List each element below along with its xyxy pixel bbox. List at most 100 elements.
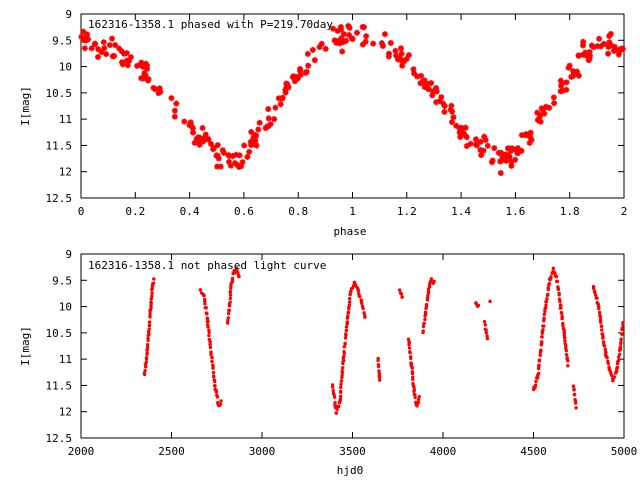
- unphased-data-point: [341, 358, 346, 363]
- phased-data-point: [588, 42, 595, 49]
- phased-data-point: [156, 85, 163, 92]
- unphased-data-point: [413, 395, 417, 400]
- unphased-data-point: [207, 333, 211, 338]
- phased-data-point: [398, 50, 405, 57]
- phased-data-point: [418, 72, 425, 79]
- phased-data-point: [449, 119, 456, 126]
- unphased-data-point: [423, 317, 427, 322]
- unphased-data-point: [546, 292, 550, 297]
- unphased-data-point: [483, 323, 488, 327]
- unphased-data-point: [348, 292, 352, 296]
- phased-data-point: [615, 51, 622, 58]
- phased-data-point: [498, 149, 505, 156]
- phased-data-point: [461, 131, 468, 138]
- unphased-data-point: [142, 371, 147, 376]
- unphased-data-point: [542, 324, 546, 328]
- unphased-data-point: [562, 330, 566, 334]
- unphased-data-point: [361, 306, 365, 311]
- phased-data-point: [429, 92, 436, 99]
- unphased-data-point: [619, 337, 623, 341]
- unphased-data-point: [143, 368, 147, 373]
- unphased-data-point: [211, 366, 215, 370]
- phased-data-point: [81, 45, 88, 52]
- unphased-data-point: [339, 382, 343, 386]
- unphased-title: 162316-1358.1 not phased light curve: [88, 259, 326, 272]
- phased-x-tick-label: 2: [621, 205, 628, 218]
- phased-data-point: [428, 80, 435, 87]
- unphased-data-point: [572, 388, 576, 392]
- phased-title: 162316-1358.1 phased with P=219.70day: [88, 18, 333, 31]
- phased-data-point: [217, 163, 224, 170]
- phased-data-point: [596, 35, 603, 42]
- unphased-data-point: [606, 361, 610, 366]
- phased-data-point: [478, 152, 485, 159]
- unphased-data-point: [596, 304, 601, 308]
- unphased-data-point: [559, 306, 563, 310]
- phased-x-tick-label: 0.2: [125, 205, 145, 218]
- phased-data-point: [168, 95, 175, 102]
- phased-data-point: [200, 135, 207, 142]
- unphased-data-point: [409, 356, 413, 361]
- phased-x-tick-label: 0.6: [234, 205, 254, 218]
- phased-data-point: [171, 107, 178, 114]
- phased-data-point: [405, 52, 412, 59]
- unphased-data-point: [339, 379, 344, 383]
- unphased-data-point: [144, 360, 149, 364]
- phased-data-point: [585, 57, 592, 64]
- unphased-data-point: [537, 358, 542, 362]
- phased-data-point: [142, 60, 149, 67]
- phased-data-point: [256, 119, 263, 126]
- phased-data-point: [112, 42, 119, 49]
- phased-data-point: [283, 84, 290, 91]
- unphased-data-point: [145, 351, 149, 355]
- unphased-data-point: [147, 323, 152, 327]
- unphased-data-point: [148, 315, 152, 319]
- unphased-data-point: [213, 379, 217, 384]
- phased-data-point: [294, 74, 301, 81]
- unphased-data-point: [421, 329, 425, 333]
- unphased-data-point: [205, 312, 209, 316]
- phased-data-point: [195, 137, 202, 144]
- phased-data-point: [558, 82, 565, 89]
- phased-data-point: [423, 80, 430, 87]
- phased-data-point: [482, 137, 489, 144]
- phased-data-point: [265, 115, 272, 122]
- phased-data-point: [503, 151, 510, 158]
- unphased-data-point: [228, 293, 233, 297]
- unphased-data-point: [208, 342, 212, 347]
- phased-data-point: [305, 62, 312, 69]
- phased-data-point: [503, 157, 510, 164]
- phased-data-point: [526, 139, 533, 146]
- unphased-x-tick-label: 4500: [520, 445, 547, 458]
- phased-data-point: [508, 162, 515, 169]
- unphased-data-point: [225, 321, 230, 325]
- unphased-data-point: [559, 303, 563, 307]
- unphased-x-ticks: 2000 2500 3000 3500 4000 4500 5000: [68, 254, 638, 458]
- unphased-data-point: [214, 390, 219, 394]
- phased-data-point: [343, 37, 350, 44]
- unphased-data-point: [619, 340, 623, 344]
- unphased-data-point: [533, 383, 538, 388]
- phased-data-point: [199, 124, 206, 131]
- unphased-data-point: [226, 316, 231, 320]
- unphased-data-point: [421, 324, 426, 329]
- phased-data-point: [537, 118, 544, 125]
- phased-data-point: [220, 149, 227, 156]
- unphased-data-point: [345, 320, 350, 324]
- unphased-data-point: [211, 370, 216, 375]
- phased-data-point: [608, 42, 615, 49]
- phased-data-point: [543, 103, 550, 110]
- phased-data-point: [353, 29, 360, 36]
- phased-data-point: [231, 160, 238, 167]
- unphased-data-point: [226, 311, 231, 316]
- phased-data-point: [447, 106, 454, 113]
- unphased-data-point: [620, 332, 624, 336]
- phased-data-point: [334, 27, 341, 34]
- unphased-x-tick-label: 5000: [611, 445, 638, 458]
- phased-data-point: [109, 35, 116, 42]
- phased-data-point: [600, 40, 607, 47]
- phased-data-point: [457, 133, 464, 140]
- unphased-data-point: [544, 299, 549, 304]
- unphased-data-point: [206, 325, 210, 329]
